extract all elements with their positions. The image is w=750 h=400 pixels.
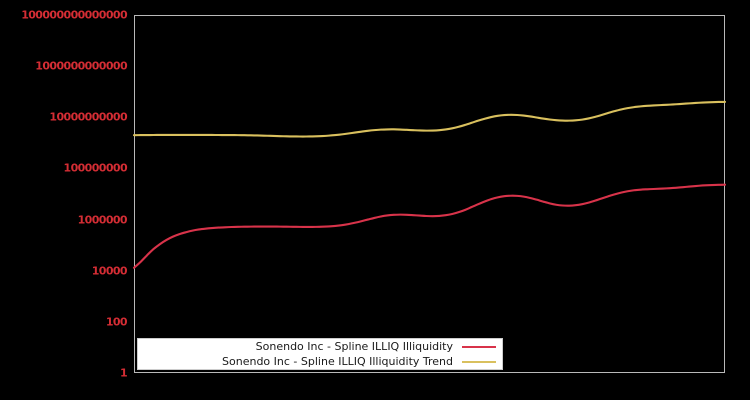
legend-item-illiquidity-trend: Sonendo Inc - Spline ILLIQ Illiquidity T…: [138, 354, 496, 369]
trend-line: [132, 100, 727, 138]
legend-label-illiquidity-trend: Sonendo Inc - Spline ILLIQ Illiquidity T…: [222, 355, 453, 368]
legend-item-illiquidity: Sonendo Inc - Spline ILLIQ Illiquidity: [138, 339, 496, 354]
legend-label-illiquidity: Sonendo Inc - Spline ILLIQ Illiquidity: [255, 340, 453, 353]
plot-area: [134, 15, 725, 373]
illiquidity-line: [132, 183, 727, 269]
chart-legend: Sonendo Inc - Spline ILLIQ Illiquidity S…: [137, 338, 503, 370]
legend-swatch-illiquidity: [462, 345, 496, 348]
legend-swatch-illiquidity-trend: [462, 360, 496, 363]
